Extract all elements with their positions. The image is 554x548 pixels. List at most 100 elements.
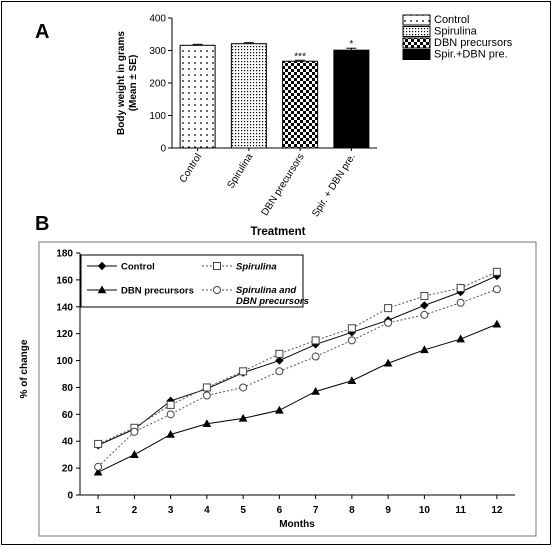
series-1 [94,267,501,448]
circle-marker [275,367,284,376]
legend-label: Spirulina [434,26,478,38]
bar-y-tick-label: 0 [160,144,166,155]
circle-marker [202,391,211,400]
diamond-marker [275,356,284,365]
bar [230,43,267,149]
bar-ylabel-line2: (Mean ± SE) [128,55,139,112]
circle-marker [94,462,103,471]
bar-y-tick-label: 300 [149,46,166,57]
square-marker [311,336,320,345]
bar-ylabel-line1: Body weight in grams [116,31,127,135]
line-y-tick-label: 140 [56,302,73,313]
triangle-marker [238,413,248,422]
triangle-marker [97,285,107,294]
series-3 [94,285,501,471]
line-y-tick-label: 80 [62,383,74,394]
bar-category-label: Spir. + DBN pre. [310,152,358,219]
line-x-tick-label: 2 [132,505,138,516]
line-y-tick-label: 0 [67,491,73,502]
triangle-marker [311,386,320,395]
circle-marker [311,352,320,361]
diamond-marker [420,301,429,310]
line-x-tick-label: 1 [95,505,101,516]
legend-label: Spirulina and [236,285,296,296]
bar-chart: Body weight in grams (Mean ± SE) Treatme… [116,14,377,238]
square-marker [492,267,501,276]
line-x-tick-label: 6 [277,505,283,516]
line-x-tick-label: 8 [349,505,355,516]
triangle-marker [456,334,465,343]
series-line [97,271,498,445]
legend-label: Spir.+DBN pre. [434,49,508,61]
legend-swatch [402,49,431,60]
line-y-tick-label: 120 [56,329,73,340]
bar-xlabel: Treatment [251,226,306,238]
circle-marker [384,318,393,327]
legend-label: DBN precursors [236,296,309,307]
bar-y-tick-label: 100 [149,111,166,122]
line-chart: % of change Months 0 20 40 60 80 100 120 140 160… [19,241,537,537]
line-x-tick-label: 9 [385,505,391,516]
line-y-tick-label: 20 [62,464,74,475]
line-x-tick-label: 3 [168,505,174,516]
legend-box [80,254,304,308]
square-marker [456,283,465,292]
bar [333,49,370,149]
square-marker [202,383,211,392]
bar-y-tick-label: 200 [149,79,166,90]
circle-marker [492,285,501,294]
circle-marker [239,383,248,392]
line-y-tick-label: 180 [56,249,73,260]
circle-marker [420,310,429,319]
line-y-tick-label: 100 [56,356,73,367]
line-chart-frame [38,241,537,537]
bar-category-label: Control [178,152,204,185]
bar [179,44,216,149]
bar-category-label: Spirulina [225,151,255,190]
series-line [97,288,498,468]
significance-label: * [349,39,353,50]
triangle-marker [166,429,175,438]
line-y-tick-label: 40 [62,437,74,448]
series-2 [93,319,502,476]
square-marker [420,292,429,301]
bar-y-tick-label: 400 [149,14,166,25]
bar-category-label: DBN precursors [260,152,307,218]
line-y-tick-label: 60 [62,410,74,421]
legend-label: Control [434,14,469,26]
legend-swatch [402,26,431,37]
triangle-marker [130,450,139,458]
line-y-tick-label: 160 [56,275,73,286]
line-x-tick-label: 5 [240,505,246,516]
square-marker [239,367,248,376]
square-marker [384,304,393,313]
line-x-tick-label: 11 [455,505,466,516]
circle-marker [213,286,221,294]
legend-swatch [402,14,431,26]
legend-label: DBN precursors [121,286,194,297]
square-marker [213,262,221,270]
line-ylabel: % of change [19,339,30,398]
square-marker [275,349,284,358]
triangle-marker [275,405,284,414]
circle-marker [130,427,139,436]
triangle-marker [93,467,103,476]
legend-swatch [402,37,431,49]
panel-a-label: A [35,21,49,43]
circle-marker [347,336,356,345]
square-marker [94,439,103,448]
significance-label: *** [294,51,306,62]
line-x-tick-label: 4 [204,505,210,516]
series-line [97,275,498,446]
circle-marker [166,410,175,419]
triangle-marker [492,319,502,328]
line-x-tick-label: 7 [313,505,319,516]
legend-label: DBN precursors [434,37,513,49]
legend-label: Control [121,262,155,273]
panel-b-label: B [35,213,49,235]
series-line [97,323,498,473]
